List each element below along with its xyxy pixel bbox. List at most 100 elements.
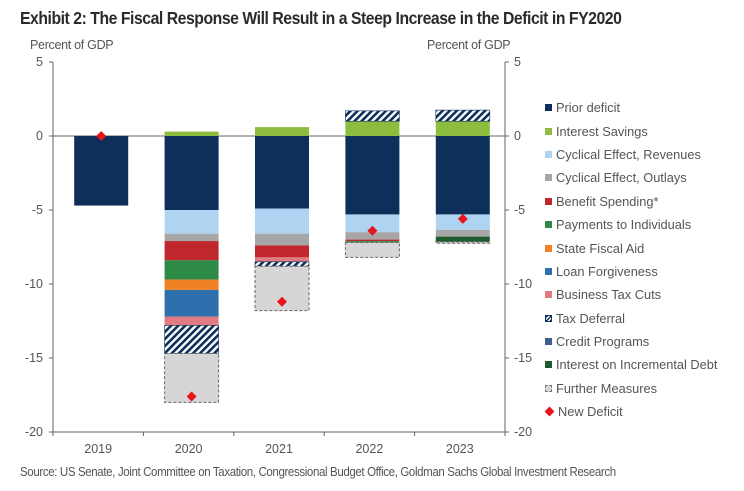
bar-segment-interest-savings-2023 (435, 121, 490, 136)
legend-item: Further Measures (545, 377, 717, 400)
source-note: Source: US Senate, Joint Committee on Ta… (20, 465, 616, 479)
bar-segment-cyclical-effect-outlays-2023 (435, 229, 490, 237)
bar-segment-tax-deferral-2021 (254, 261, 310, 267)
legend-label: Tax Deferral (556, 310, 625, 326)
new-deficit-marker-2021 (277, 296, 287, 307)
legend: Prior deficit Interest Savings Cyclical Ef… (544, 96, 717, 423)
legend-swatch (545, 127, 552, 135)
new-deficit-marker-2020 (186, 391, 197, 402)
right-y-tick-label: -10 (514, 277, 532, 291)
bar-segment-prior-deficit-2022 (345, 136, 400, 215)
legend-swatch (545, 221, 552, 229)
legend-label: State Fiscal Aid (556, 240, 645, 256)
legend-label: Payments to Individuals (556, 217, 692, 233)
bar-segment-tax-deferral-2022 (345, 110, 400, 122)
new-deficit-marker-2019 (96, 131, 107, 141)
left-y-tick-label: -5 (32, 203, 43, 217)
legend-label: Interest Savings (556, 123, 648, 139)
x-tick-label: 2022 (355, 442, 383, 456)
x-tick-label: 2020 (175, 442, 203, 456)
left-y-tick-label: -15 (25, 351, 43, 365)
left-y-tick-label: 0 (36, 129, 43, 143)
bar-segment-tax-deferral-2020 (164, 325, 219, 354)
bar-segment-prior-deficit-2021 (255, 136, 309, 209)
bar-segment-payments-to-individuals-2022 (345, 241, 400, 243)
legend-label: Interest on Incremental Debt (556, 357, 718, 373)
bar-segment-business-tax-cuts-2021 (255, 257, 309, 262)
legend-swatch (545, 361, 552, 369)
legend-swatch (545, 244, 552, 252)
legend-item: Payments to Individuals (545, 213, 717, 236)
bar-segment-further-measures-2022 (344, 242, 400, 258)
legend-item: Credit Programs (545, 330, 717, 353)
bar-segment-interest-savings-2022 (345, 121, 400, 136)
legend-swatch (545, 150, 552, 158)
axes-group: 5 5 0 0 -5 -5 -10 -10 -15 -15 -20 -20 2019 2020 2021 20… (25, 55, 532, 456)
bar-segment-cyclical-effect-revenues-2021 (255, 208, 309, 234)
legend-label: Prior deficit (556, 100, 621, 116)
right-y-tick-label: 0 (514, 129, 521, 143)
x-tick-label: 2019 (84, 442, 112, 456)
legend-item: Prior deficit (545, 96, 717, 119)
bar-segment-tax-deferral-2023 (435, 109, 491, 122)
bar-segment-business-tax-cuts-2020 (164, 316, 219, 326)
bar-segment-cyclical-effect-revenues-2022 (345, 214, 400, 233)
legend-swatch (545, 314, 552, 322)
bars-group (74, 109, 491, 403)
bar-segment-state-fiscal-aid-2020 (164, 279, 219, 290)
x-tick-label: 2023 (446, 442, 474, 456)
bar-segment-further-measures-2023 (435, 241, 491, 244)
bar-segment-cyclical-effect-outlays-2020 (164, 233, 219, 242)
bar-segment-benefit-spending-2020 (164, 241, 219, 261)
right-y-tick-label: -15 (514, 351, 532, 365)
x-tick-label: 2021 (265, 442, 293, 456)
new-deficit-marker-2022 (367, 225, 378, 236)
bar-segment-payments-to-individuals-2020 (164, 260, 219, 280)
left-y-tick-label: -10 (25, 277, 43, 291)
right-y-tick-label: -20 (514, 425, 532, 439)
legend-item: Cyclical Effect, Outlays (545, 166, 717, 189)
legend-label: New Deficit (558, 404, 623, 420)
bar-segment-interest-savings-2021 (255, 127, 309, 136)
legend-item: Loan Forgiveness (545, 260, 717, 283)
legend-item: Interest on Incremental Debt (545, 353, 717, 376)
bar-segment-benefit-spending-2022 (345, 239, 400, 242)
legend-item: New Deficit (544, 400, 717, 423)
bar-segment-cyclical-effect-outlays-2022 (345, 232, 400, 240)
right-y-tick-label: 5 (514, 55, 521, 69)
new-deficit-marker-2023 (457, 213, 468, 224)
legend-item: Interest Savings (545, 119, 717, 142)
legend-item: Tax Deferral (545, 307, 717, 330)
legend-label: Loan Forgiveness (556, 263, 658, 279)
legend-item: State Fiscal Aid (545, 236, 717, 259)
legend-swatch (545, 338, 552, 346)
bar-segment-prior-deficit-2019 (74, 136, 129, 206)
bar-segment-interest-on-incremental-debt-2023 (435, 236, 490, 242)
legend-label: Credit Programs (556, 334, 650, 350)
legend-item: Cyclical Effect, Revenues (545, 143, 717, 166)
bar-segment-loan-forgiveness-2020 (164, 289, 219, 317)
left-y-tick-label: -20 (25, 425, 43, 439)
markers-group (96, 131, 468, 402)
legend-item: Benefit Spending* (545, 190, 717, 213)
legend-swatch (545, 174, 552, 182)
left-axis-unit-label: Percent of GDP (30, 38, 114, 52)
bar-segment-cyclical-effect-outlays-2021 (255, 233, 309, 246)
legend-label: Business Tax Cuts (556, 287, 662, 303)
legend-swatch (545, 291, 552, 299)
bar-segment-prior-deficit-2020 (164, 136, 219, 210)
legend-swatch (545, 267, 552, 275)
left-y-tick-label: 5 (36, 55, 43, 69)
right-axis-unit-label: Percent of GDP (427, 38, 511, 52)
legend-item: Business Tax Cuts (545, 283, 717, 306)
legend-swatch (545, 197, 552, 205)
legend-label: Cyclical Effect, Revenues (556, 146, 701, 162)
bar-segment-cyclical-effect-revenues-2020 (164, 210, 219, 234)
bar-segment-interest-savings-2020 (164, 131, 219, 136)
legend-label: Further Measures (556, 380, 657, 396)
legend-swatch (545, 104, 552, 112)
bar-segment-benefit-spending-2021 (255, 245, 309, 258)
legend-swatch (545, 384, 552, 392)
chart-title: Exhibit 2: The Fiscal Response Will Resu… (20, 8, 622, 28)
